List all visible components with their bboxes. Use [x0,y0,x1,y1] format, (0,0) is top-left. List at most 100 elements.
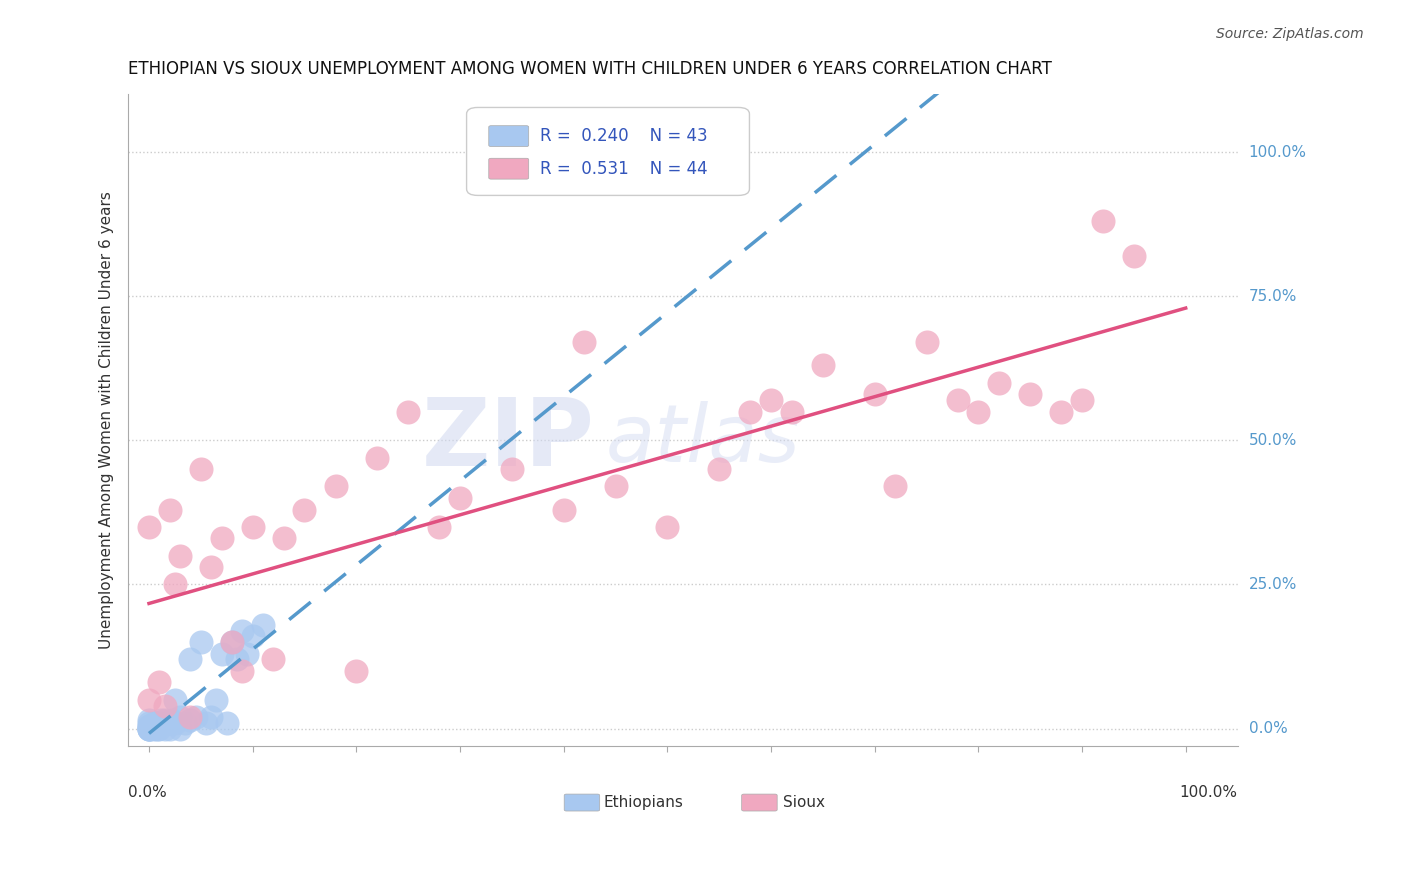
Point [709,462,731,476]
Point [163,715,186,730]
Point [153,698,176,713]
Point [138,713,160,727]
Point [221,635,243,649]
Y-axis label: Unemployment Among Women with Children Under 6 years: Unemployment Among Women with Children U… [100,191,114,649]
Point [179,710,201,724]
Point [146,715,169,730]
Point [190,462,212,476]
Point [138,715,160,730]
Point [1019,387,1042,401]
Point [159,502,181,516]
Point [811,359,834,373]
Point [148,675,170,690]
Text: Source: ZipAtlas.com: Source: ZipAtlas.com [1216,27,1364,41]
Point [427,520,450,534]
Point [211,532,233,546]
Point [884,479,907,493]
Point [967,404,990,418]
Point [366,450,388,465]
Point [138,722,160,736]
FancyBboxPatch shape [467,107,749,195]
Point [1091,214,1114,228]
Point [236,647,259,661]
Point [863,387,886,401]
FancyBboxPatch shape [489,158,529,179]
Point [138,722,160,736]
Text: 75.0%: 75.0% [1249,289,1296,303]
Point [159,715,181,730]
Point [242,520,264,534]
Point [1071,392,1094,407]
Point [138,520,160,534]
Text: Sioux: Sioux [783,795,825,810]
Point [146,722,169,736]
Point [273,532,295,546]
Point [226,652,249,666]
Point [740,404,762,418]
Point [156,715,179,730]
Point [153,722,176,736]
Point [138,692,160,706]
Point [211,647,233,661]
Point [169,549,191,563]
Point [946,392,969,407]
Point [190,635,212,649]
Point [1122,249,1144,263]
Point [169,710,191,724]
Point [449,491,471,505]
Point [294,502,316,516]
Point [205,692,228,706]
Point [148,719,170,733]
Text: 0.0%: 0.0% [128,785,167,800]
Point [605,479,627,493]
Text: R =  0.531    N = 44: R = 0.531 N = 44 [540,160,707,178]
Point [780,404,803,418]
Text: atlas: atlas [605,401,800,479]
Point [553,502,575,516]
Point [252,617,274,632]
Point [195,715,218,730]
Text: ETHIOPIAN VS SIOUX UNEMPLOYMENT AMONG WOMEN WITH CHILDREN UNDER 6 YEARS CORRELAT: ETHIOPIAN VS SIOUX UNEMPLOYMENT AMONG WO… [128,60,1052,78]
Point [262,652,284,666]
Point [163,577,186,591]
Point [242,629,264,643]
Point [148,722,170,736]
Point [179,652,201,666]
Point [396,404,419,418]
Text: 0.0%: 0.0% [1249,721,1288,736]
Point [138,719,160,733]
Text: 25.0%: 25.0% [1249,577,1296,592]
Text: 50.0%: 50.0% [1249,433,1296,448]
Point [148,715,170,730]
Point [501,462,523,476]
Text: 100.0%: 100.0% [1249,145,1306,160]
Point [174,715,197,730]
Point [138,719,160,733]
Point [221,635,243,649]
Text: 100.0%: 100.0% [1180,785,1237,800]
FancyBboxPatch shape [742,794,778,811]
FancyBboxPatch shape [489,126,529,146]
Point [150,713,173,727]
Point [325,479,347,493]
Point [179,713,201,727]
Point [759,392,782,407]
Point [215,715,238,730]
Point [184,710,207,724]
Point [231,664,253,678]
Text: ZIP: ZIP [422,393,595,486]
Point [153,713,176,727]
Point [143,722,166,736]
Point [344,664,367,678]
Point [143,715,166,730]
Point [988,376,1011,390]
Text: Ethiopians: Ethiopians [603,795,683,810]
Point [231,624,253,638]
Point [169,722,191,736]
Point [200,560,222,574]
Point [138,722,160,736]
Point [1050,404,1073,418]
Point [160,713,183,727]
Point [574,335,596,350]
Text: R =  0.240    N = 43: R = 0.240 N = 43 [540,128,707,145]
